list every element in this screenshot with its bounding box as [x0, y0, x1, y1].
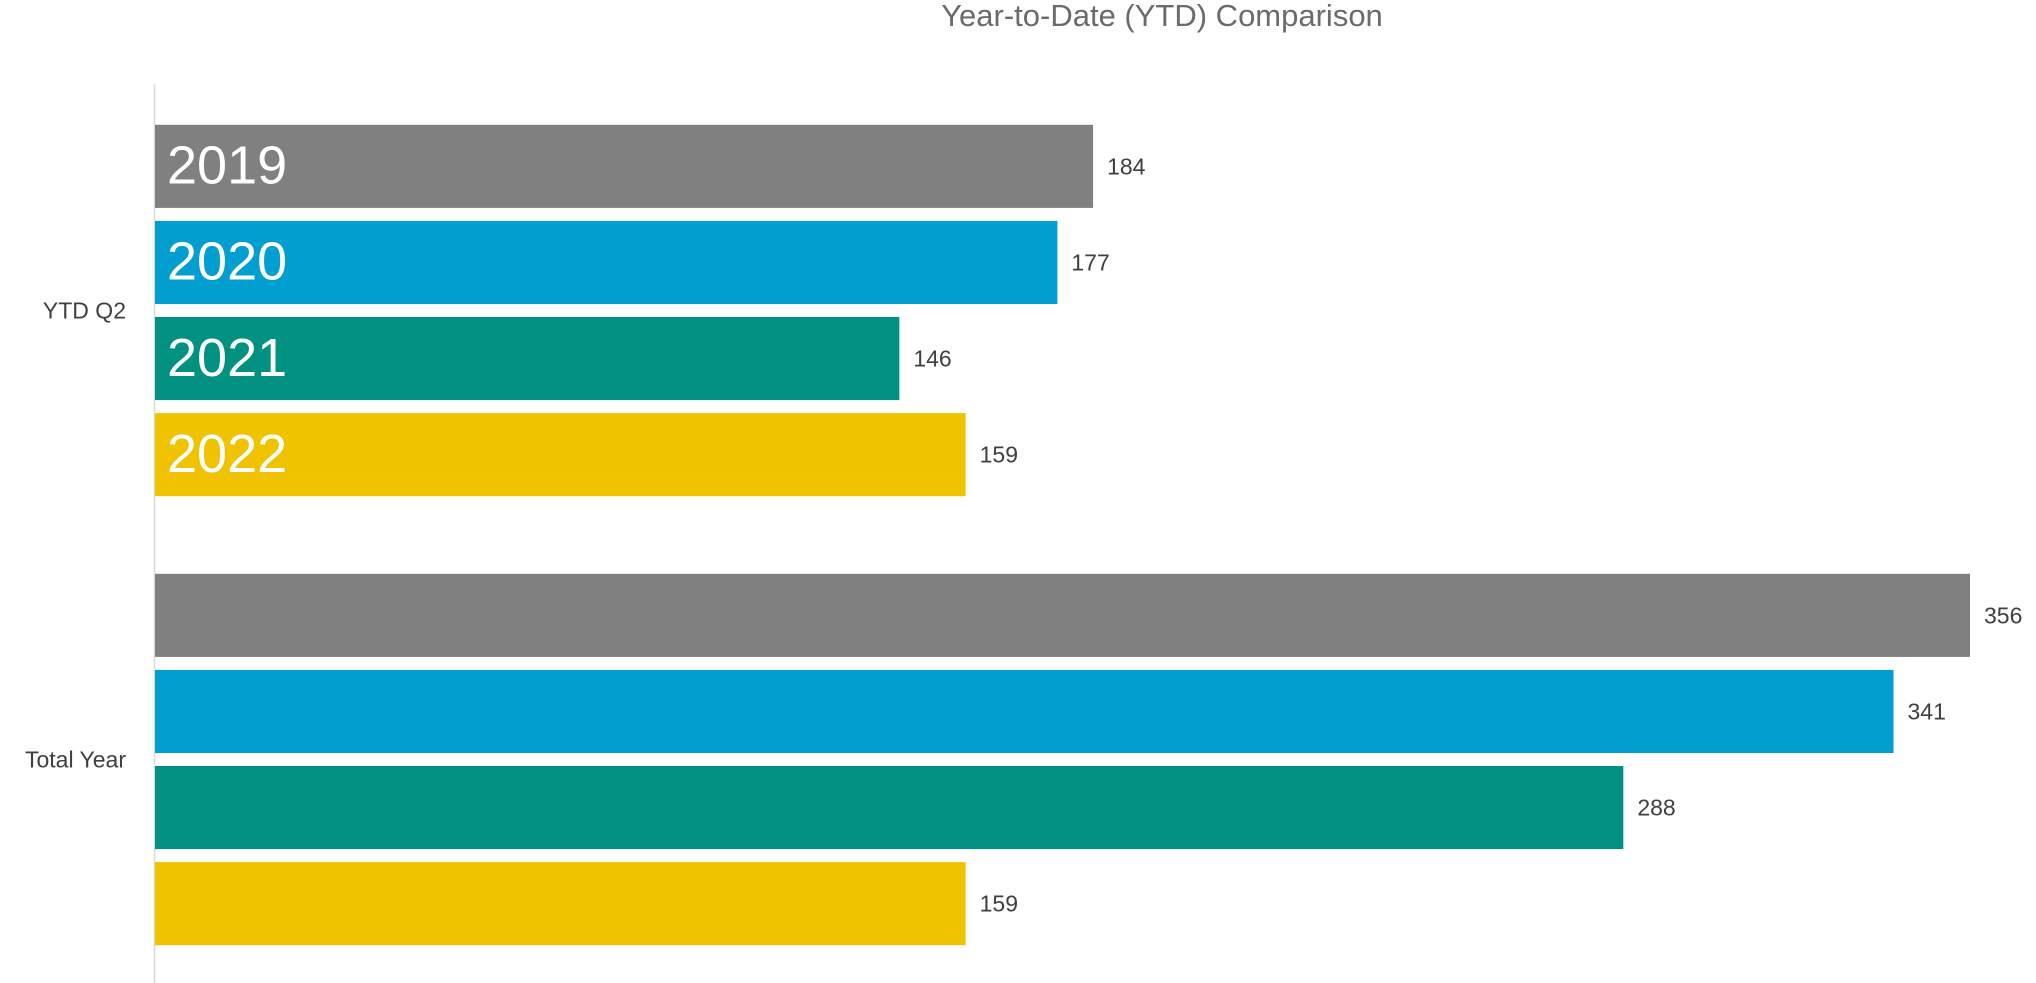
- series-label: 2019: [167, 136, 287, 196]
- value-label: 159: [980, 442, 1018, 468]
- series-label: 2022: [167, 424, 287, 484]
- value-label: 288: [1637, 795, 1675, 821]
- value-label: 159: [980, 891, 1018, 917]
- value-label: 341: [1908, 699, 1946, 725]
- bar: [155, 220, 1058, 304]
- bar: [155, 124, 1094, 208]
- chart-title: Year-to-Date (YTD) Comparison: [941, 0, 1383, 33]
- series-label: 2021: [167, 328, 287, 388]
- value-label: 356: [1984, 602, 2022, 628]
- bar: [155, 862, 966, 946]
- bar: [155, 413, 966, 497]
- series-label: 2020: [167, 232, 287, 292]
- bar: [155, 669, 1894, 753]
- value-label: 184: [1107, 153, 1146, 179]
- value-label: 146: [913, 346, 951, 372]
- bar: [155, 766, 1624, 850]
- value-label: 177: [1071, 250, 1109, 276]
- category-label: Total Year: [25, 747, 126, 773]
- bar: [155, 573, 1970, 657]
- category-label: YTD Q2: [43, 298, 126, 324]
- bar: [155, 317, 900, 401]
